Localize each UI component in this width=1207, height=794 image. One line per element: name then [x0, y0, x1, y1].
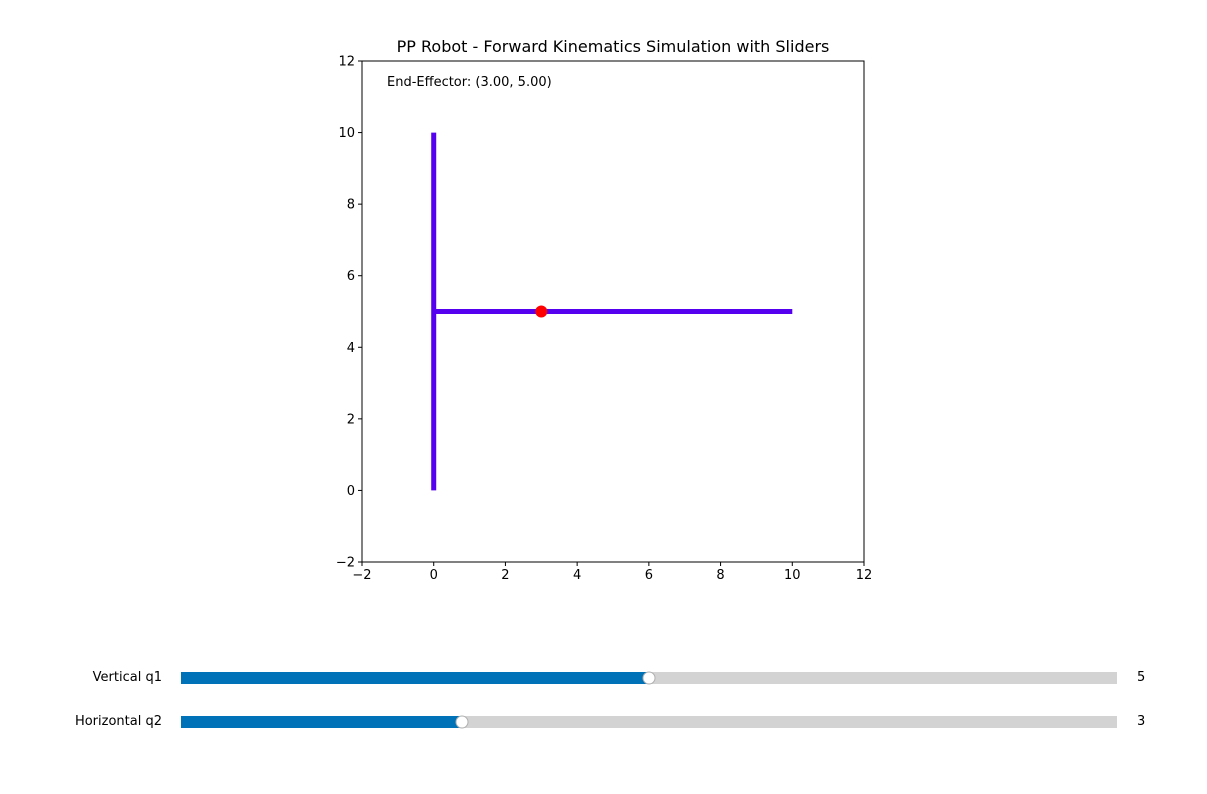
end-effector-annotation: End-Effector: (3.00, 5.00) [387, 75, 552, 90]
robot-links [431, 132, 793, 491]
slider-track-horizontal-q2[interactable] [181, 715, 1117, 729]
x-tick-label: 8 [716, 568, 724, 583]
y-tick-label: 8 [347, 198, 355, 213]
x-axis-ticks: −2 0 2 4 6 8 10 12 [352, 562, 872, 583]
slider-fill-vertical-q1 [181, 672, 649, 684]
slider-label-vertical-q1: Vertical q1 [92, 670, 162, 685]
x-tick-label: −2 [352, 568, 371, 583]
slider-fill-horizontal-q2 [181, 716, 462, 728]
plot-area-frame [361, 60, 865, 563]
chart-title: PP Robot - Forward Kinematics Simulation… [397, 37, 830, 56]
end-effector-point [535, 305, 548, 318]
y-tick-label: 10 [338, 126, 355, 141]
y-tick-label: 0 [347, 484, 355, 499]
x-tick-label: 2 [501, 568, 509, 583]
y-tick-label: 12 [338, 55, 355, 70]
slider-value-horizontal-q2: 3 [1137, 714, 1146, 729]
x-tick-label: 0 [430, 568, 438, 583]
x-tick-label: 10 [784, 568, 801, 583]
kinematics-plot: PP Robot - Forward Kinematics Simulation… [336, 37, 872, 583]
slider-handle-vertical-q1[interactable] [642, 671, 656, 685]
y-tick-label: 2 [347, 412, 355, 427]
y-tick-label: 4 [347, 341, 355, 356]
y-tick-label: −2 [336, 556, 355, 571]
slider-row-vertical-q1: Vertical q1 5 [0, 663, 1207, 693]
slider-handle-horizontal-q2[interactable] [455, 715, 469, 729]
slider-value-vertical-q1: 5 [1137, 670, 1146, 685]
x-tick-label: 4 [573, 568, 581, 583]
y-axis-ticks: −2 0 2 4 6 8 10 12 [336, 55, 362, 571]
end-effector-markers [535, 305, 548, 318]
slider-label-horizontal-q2: Horizontal q2 [74, 714, 162, 729]
slider-row-horizontal-q2: Horizontal q2 3 [0, 707, 1207, 737]
y-tick-label: 6 [347, 269, 355, 284]
x-tick-label: 12 [856, 568, 873, 583]
x-tick-label: 6 [645, 568, 653, 583]
slider-track-vertical-q1[interactable] [181, 671, 1117, 685]
